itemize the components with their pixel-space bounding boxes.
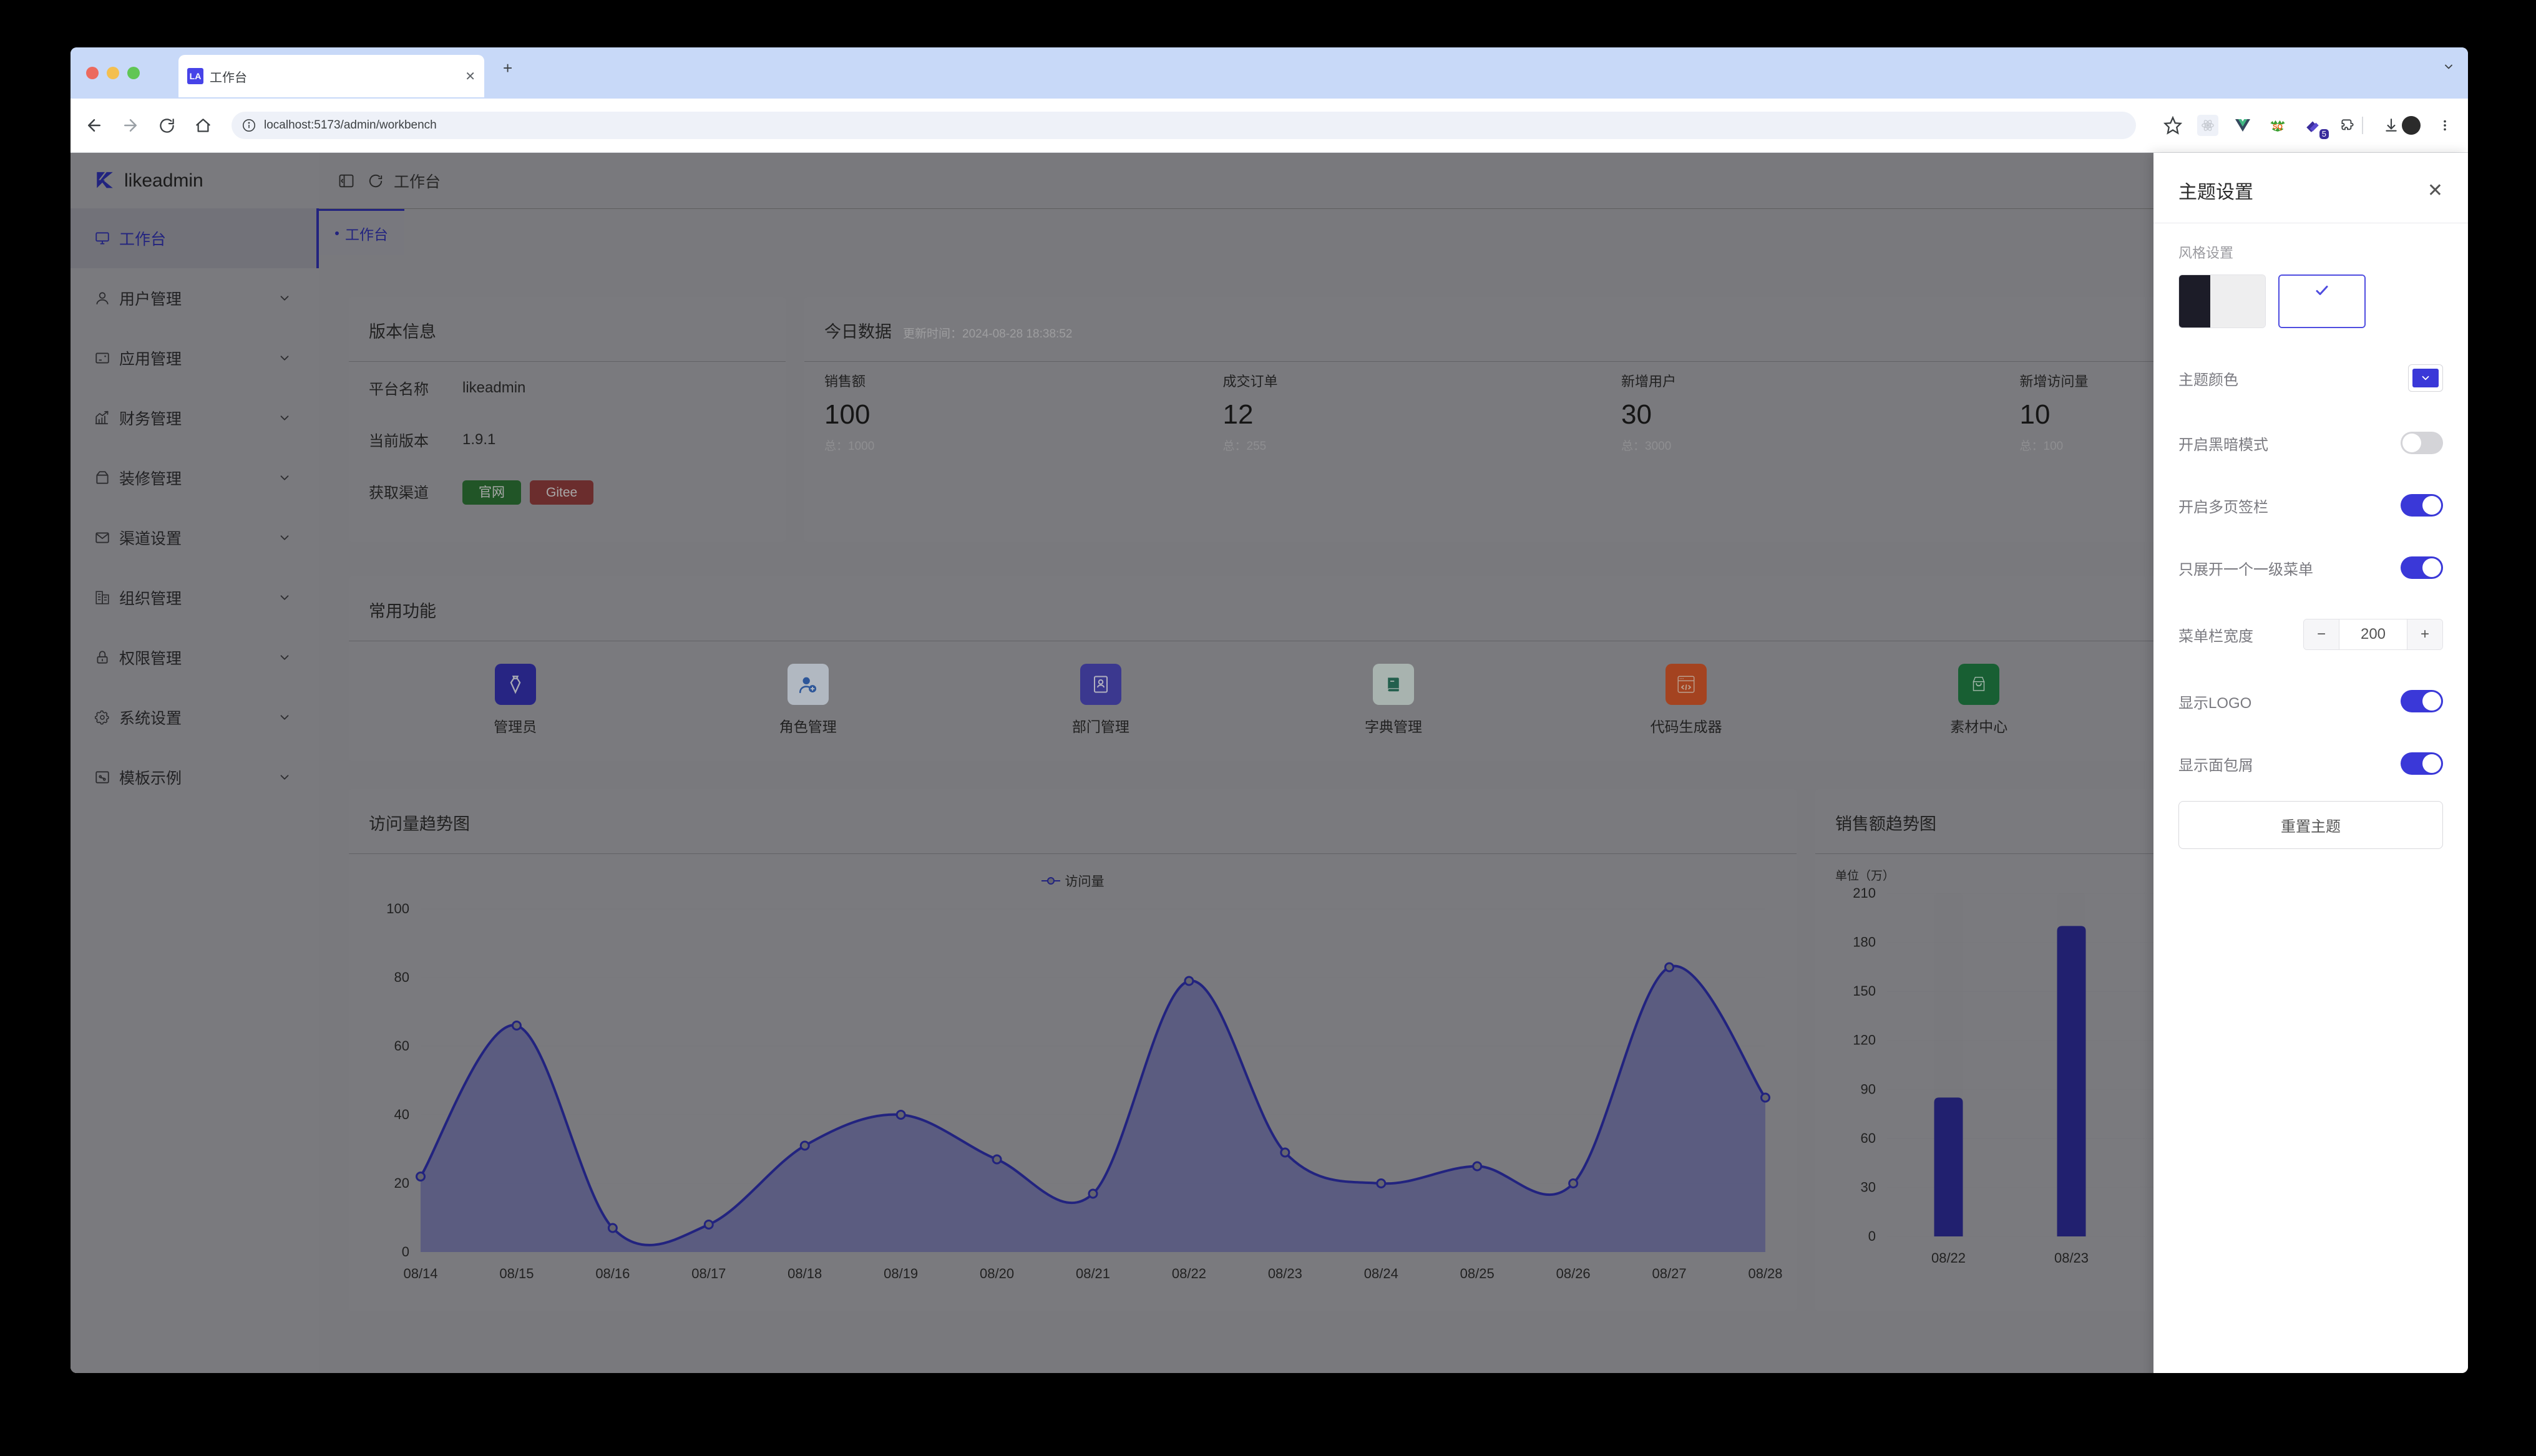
svg-text:SQ: SQ: [2273, 123, 2283, 130]
